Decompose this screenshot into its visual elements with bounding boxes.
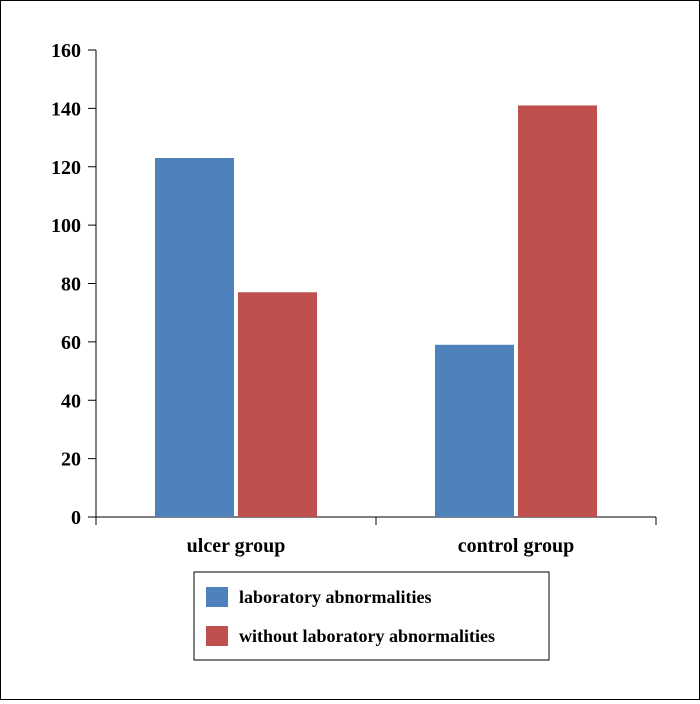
bar-laboratory-abnormalities <box>435 344 514 517</box>
bar-without-laboratory-abnormalities <box>238 292 317 517</box>
y-tick-label: 140 <box>51 98 81 120</box>
y-tick-label: 40 <box>61 390 81 412</box>
legend-swatch <box>206 587 228 607</box>
y-tick-label: 0 <box>71 507 81 529</box>
y-tick-label: 60 <box>61 332 81 354</box>
legend: laboratory abnormalities without laborato… <box>193 571 550 661</box>
y-tick-label: 80 <box>61 274 81 296</box>
y-tick-label: 100 <box>51 215 81 237</box>
y-tick-label: 160 <box>51 40 81 62</box>
x-tick-label: ulcer group <box>187 535 286 557</box>
bar-without-laboratory-abnormalities <box>518 105 597 518</box>
legend-label: laboratory abnormalities <box>239 587 431 607</box>
legend-label: without laboratory abnormalities <box>239 626 495 646</box>
y-tick-label: 120 <box>51 157 81 179</box>
bars <box>155 105 597 518</box>
legend-box <box>193 571 550 661</box>
tick-labels: 0 20 40 60 80 100 120 140 160 ulcer group control … <box>51 40 574 557</box>
x-tick-label: control group <box>458 535 575 557</box>
y-tick-label: 20 <box>61 449 81 471</box>
bar-laboratory-abnormalities <box>155 157 234 517</box>
legend-swatch <box>206 626 228 646</box>
